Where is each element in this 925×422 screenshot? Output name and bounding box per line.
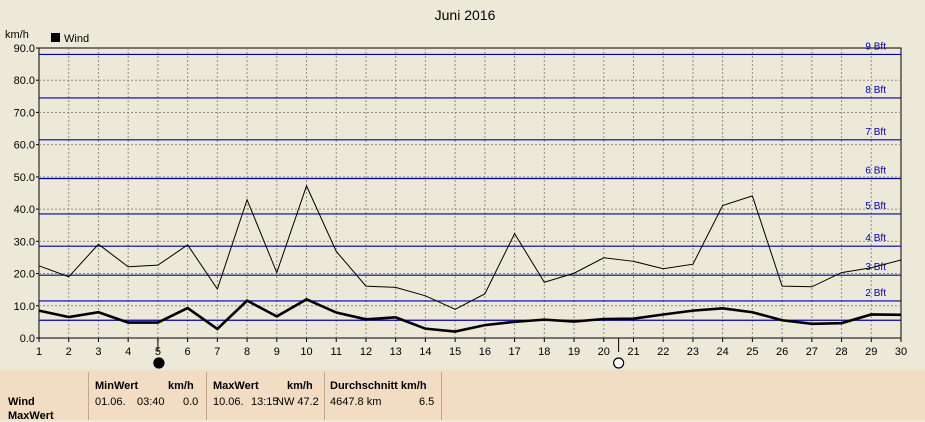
header-max: MaxWert bbox=[213, 380, 259, 392]
x-tick-label: 18 bbox=[538, 346, 550, 358]
x-tick-label: 17 bbox=[508, 346, 520, 358]
row-label-maxwert: MaxWert bbox=[8, 410, 54, 422]
x-tick-label: 22 bbox=[657, 346, 669, 358]
x-tick-label: 19 bbox=[568, 346, 580, 358]
grid bbox=[39, 48, 901, 338]
x-tick-label: 1 bbox=[36, 346, 42, 358]
new-moon-icon bbox=[153, 357, 165, 369]
beaufort-label: 2 Bft bbox=[865, 288, 886, 299]
y-tick-label: 70.0 bbox=[14, 107, 35, 119]
y-tick-label: 60.0 bbox=[14, 140, 35, 152]
y-tick-label: 40.0 bbox=[14, 204, 35, 216]
series-line-1 bbox=[38, 184, 902, 310]
header-min: MinWert bbox=[95, 380, 139, 392]
stats-panel bbox=[0, 370, 925, 420]
distance: 4647.8 km bbox=[330, 396, 382, 408]
y-tick-label: 0.0 bbox=[20, 333, 35, 345]
full-moon-icon bbox=[613, 357, 625, 369]
beaufort-label: 4 Bft bbox=[865, 233, 886, 244]
x-tick-label: 30 bbox=[895, 346, 907, 358]
stats-separator bbox=[206, 372, 207, 420]
row-label-wind: Wind bbox=[8, 396, 35, 408]
avg-value: 6.5 bbox=[419, 396, 435, 408]
header-avg: Durchschnitt km/h bbox=[330, 380, 427, 392]
x-tick-label: 21 bbox=[627, 346, 639, 358]
legend-label: Wind bbox=[64, 33, 89, 45]
max-dir-value: NW 47.2 bbox=[276, 396, 319, 408]
plot-area bbox=[38, 47, 902, 339]
beaufort-lines: 2 Bft 3 Bft 4 Bft 5 Bft 6 Bft 7 Bft 8 Bft 9 Bft bbox=[39, 41, 901, 321]
series-lines bbox=[38, 184, 902, 333]
y-tick-label: 30.0 bbox=[14, 236, 35, 248]
x-tick-label: 14 bbox=[419, 346, 431, 358]
legend-swatch bbox=[51, 33, 60, 42]
stats-separator bbox=[441, 372, 442, 420]
min-time: 03:40 bbox=[137, 396, 165, 408]
y-tick-label: 50.0 bbox=[14, 172, 35, 184]
y-tick-label: 20.0 bbox=[14, 269, 35, 281]
x-tick-label: 25 bbox=[746, 346, 758, 358]
series-line-2 bbox=[38, 297, 902, 333]
y-tick-label: 80.0 bbox=[14, 75, 35, 87]
x-tick-label: 9 bbox=[274, 346, 280, 358]
x-tick-label: 15 bbox=[449, 346, 461, 358]
chart-title: Juni 2016 bbox=[435, 7, 496, 23]
moon-phases bbox=[153, 338, 625, 369]
x-tick-label: 29 bbox=[865, 346, 877, 358]
beaufort-label: 7 Bft bbox=[865, 127, 886, 138]
beaufort-label: 8 Bft bbox=[865, 85, 886, 96]
min-value: 0.0 bbox=[183, 396, 199, 408]
x-tick-label: 27 bbox=[806, 346, 818, 358]
x-tick-label: 3 bbox=[95, 346, 101, 358]
beaufort-label: 5 Bft bbox=[865, 201, 886, 212]
stats-separator bbox=[324, 372, 325, 420]
x-tick-label: 20 bbox=[598, 346, 610, 358]
x-tick-label: 13 bbox=[390, 346, 402, 358]
beaufort-label: 3 Bft bbox=[865, 262, 886, 273]
stats-separator bbox=[88, 372, 89, 420]
x-tick-label: 4 bbox=[125, 346, 131, 358]
x-tick-label: 24 bbox=[717, 346, 729, 358]
x-tick-label: 8 bbox=[244, 346, 250, 358]
y-axis-unit: km/h bbox=[5, 29, 29, 41]
x-tick-label: 28 bbox=[835, 346, 847, 358]
min-date: 01.06. bbox=[95, 396, 126, 408]
x-tick-label: 10 bbox=[300, 346, 312, 358]
x-tick-label: 7 bbox=[214, 346, 220, 358]
x-tick-label: 16 bbox=[479, 346, 491, 358]
y-tick-label: 90.0 bbox=[14, 43, 35, 55]
header-min-unit: km/h bbox=[168, 380, 194, 392]
x-tick-label: 12 bbox=[360, 346, 372, 358]
wind-chart: Juni 2016 km/h Wind 2 Bft 3 Bft 4 Bft 5 Bft… bbox=[5, 7, 908, 369]
max-time: 13:15 bbox=[251, 396, 279, 408]
x-tick-label: 6 bbox=[185, 346, 191, 358]
x-tick-label: 11 bbox=[331, 346, 342, 358]
x-tick-label: 2 bbox=[66, 346, 72, 358]
beaufort-label: 9 Bft bbox=[865, 41, 886, 52]
y-tick-label: 10.0 bbox=[14, 301, 35, 313]
x-tick-label: 23 bbox=[687, 346, 699, 358]
x-tick-label: 26 bbox=[776, 346, 788, 358]
header-max-unit: km/h bbox=[287, 380, 313, 392]
max-date: 10.06. bbox=[213, 396, 244, 408]
axes: 1234567891011121314151617181920212223242… bbox=[14, 43, 908, 358]
beaufort-label: 6 Bft bbox=[865, 166, 886, 177]
